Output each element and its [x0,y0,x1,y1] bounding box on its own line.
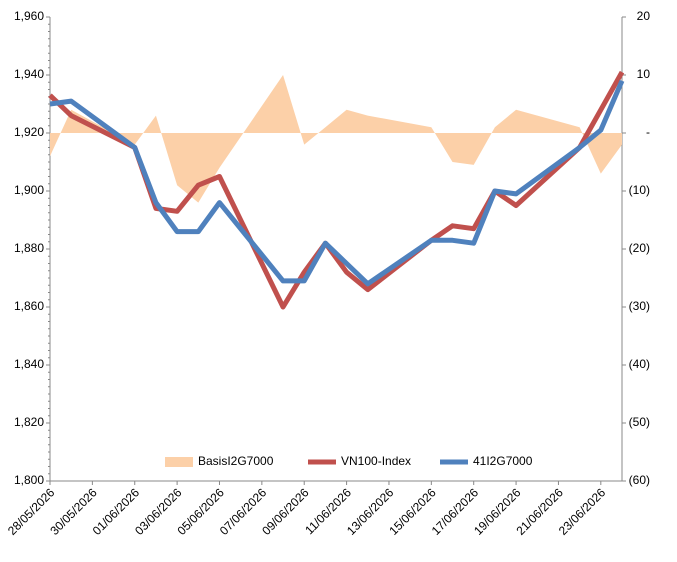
y2-tick-label: (10) [629,183,650,197]
y2-tick-label: (30) [629,299,650,313]
y-tick-label: 1,900 [14,183,44,197]
line [48,70,625,310]
y-tick-label: 1,920 [14,125,44,139]
y2-tick-label: (50) [629,415,650,429]
legend-label: VN100-Index [341,454,411,468]
y-tick-label: 1,800 [14,473,44,487]
y2-tick-label: (40) [629,357,650,371]
y-tick-label: 1,820 [14,415,44,429]
y-tick-label: 1,960 [14,9,44,23]
y2-tick-label: (20) [629,241,650,255]
area [50,75,622,203]
y2-tick-label: (60) [629,473,650,487]
legend-label: BasisI2G7000 [198,454,274,468]
y2-tick-label: - [646,125,650,139]
y-tick-label: 1,880 [14,241,44,255]
y2-tick-label: 20 [637,9,651,23]
y2-tick-label: 10 [637,67,651,81]
y-tick-label: 1,940 [14,67,44,81]
y-tick-label: 1,860 [14,299,44,313]
y-tick-label: 1,840 [14,357,44,371]
legend-label: 41I2G7000 [473,454,533,468]
x-tick-label: 23/06/2026 [556,485,609,538]
line [49,79,625,287]
legend-swatch [165,457,193,467]
